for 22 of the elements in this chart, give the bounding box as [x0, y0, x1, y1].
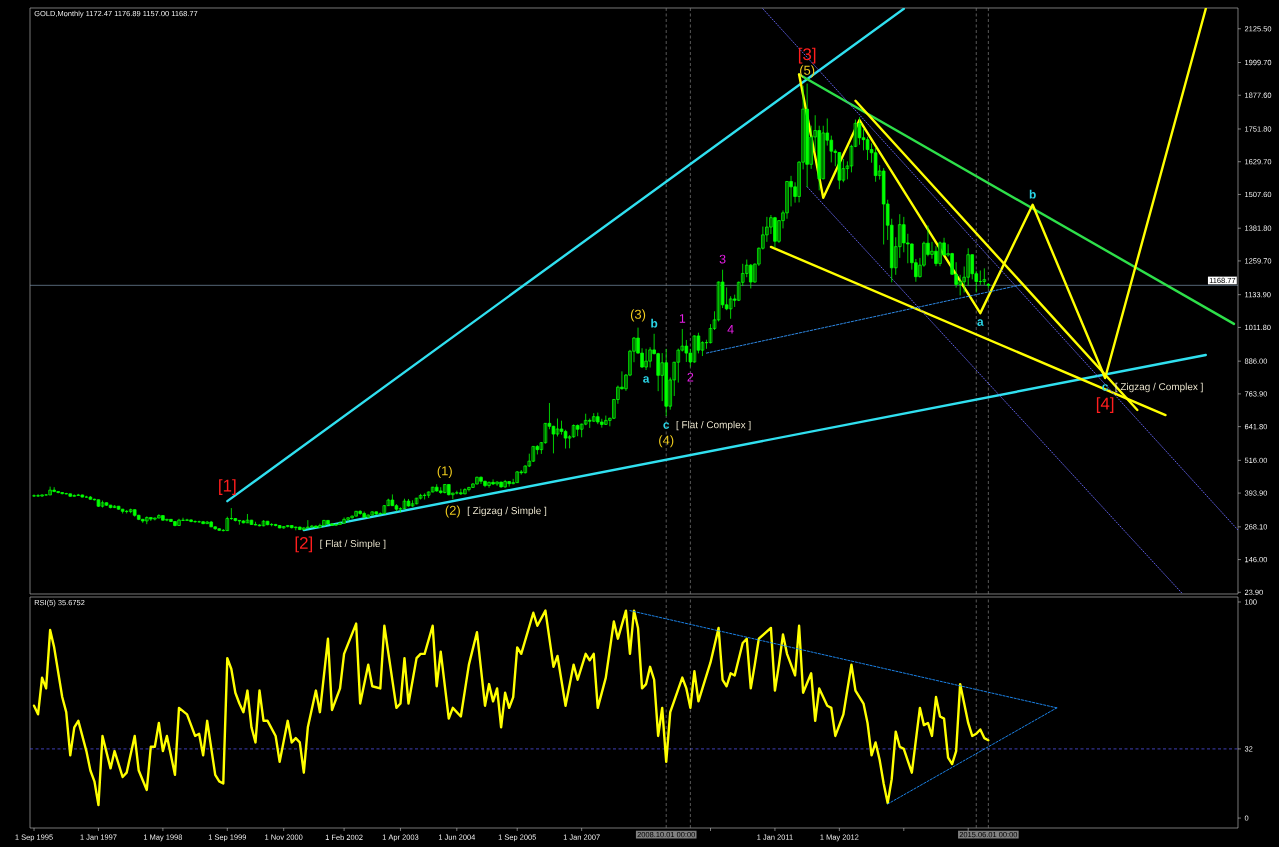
annotation: (1) — [437, 465, 452, 479]
annotation: c — [663, 422, 670, 429]
annotation: [ Flat / Simple ] — [320, 539, 386, 550]
annotation: [2] — [295, 536, 313, 553]
annotation: [1] — [219, 479, 236, 495]
annotation: [3] — [798, 47, 816, 64]
annotation: (4) — [659, 435, 674, 448]
annotation: 4 — [727, 324, 734, 334]
annotation: [ Flat / Complex ] — [676, 420, 751, 431]
annotation: (5) — [800, 65, 815, 78]
annotation: 1 — [679, 314, 686, 323]
annotation: [ Zigzag / Simple ] — [467, 506, 547, 517]
annotation: 2 — [687, 372, 694, 382]
annotation: a — [977, 319, 984, 326]
annotation: [ Zigzag / Complex ] — [1115, 382, 1203, 393]
annotation: [4] — [1096, 397, 1114, 413]
annotation: a — [643, 376, 650, 383]
annotation: (3) — [630, 309, 646, 322]
annotation: b — [1029, 189, 1036, 199]
annotation: (2) — [445, 505, 460, 518]
annotation: 3 — [719, 254, 726, 264]
annotation: b — [651, 318, 658, 328]
